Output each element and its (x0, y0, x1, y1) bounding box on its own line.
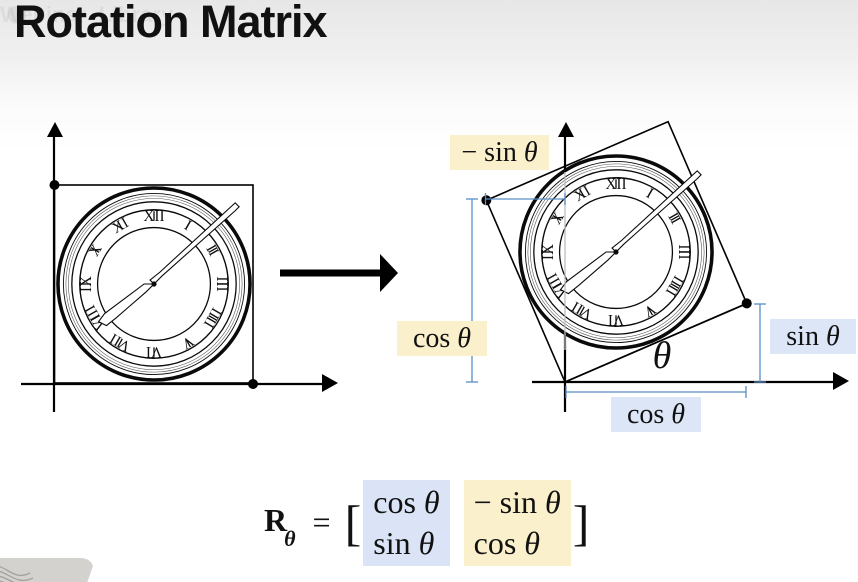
svg-text:cos θ: cos θ (627, 399, 685, 430)
svg-text:θ: θ (653, 335, 672, 377)
svg-text:− sin θ: − sin θ (461, 137, 537, 168)
svg-text:sin θ: sin θ (786, 321, 840, 352)
svg-text:cos θ: cos θ (413, 323, 471, 354)
